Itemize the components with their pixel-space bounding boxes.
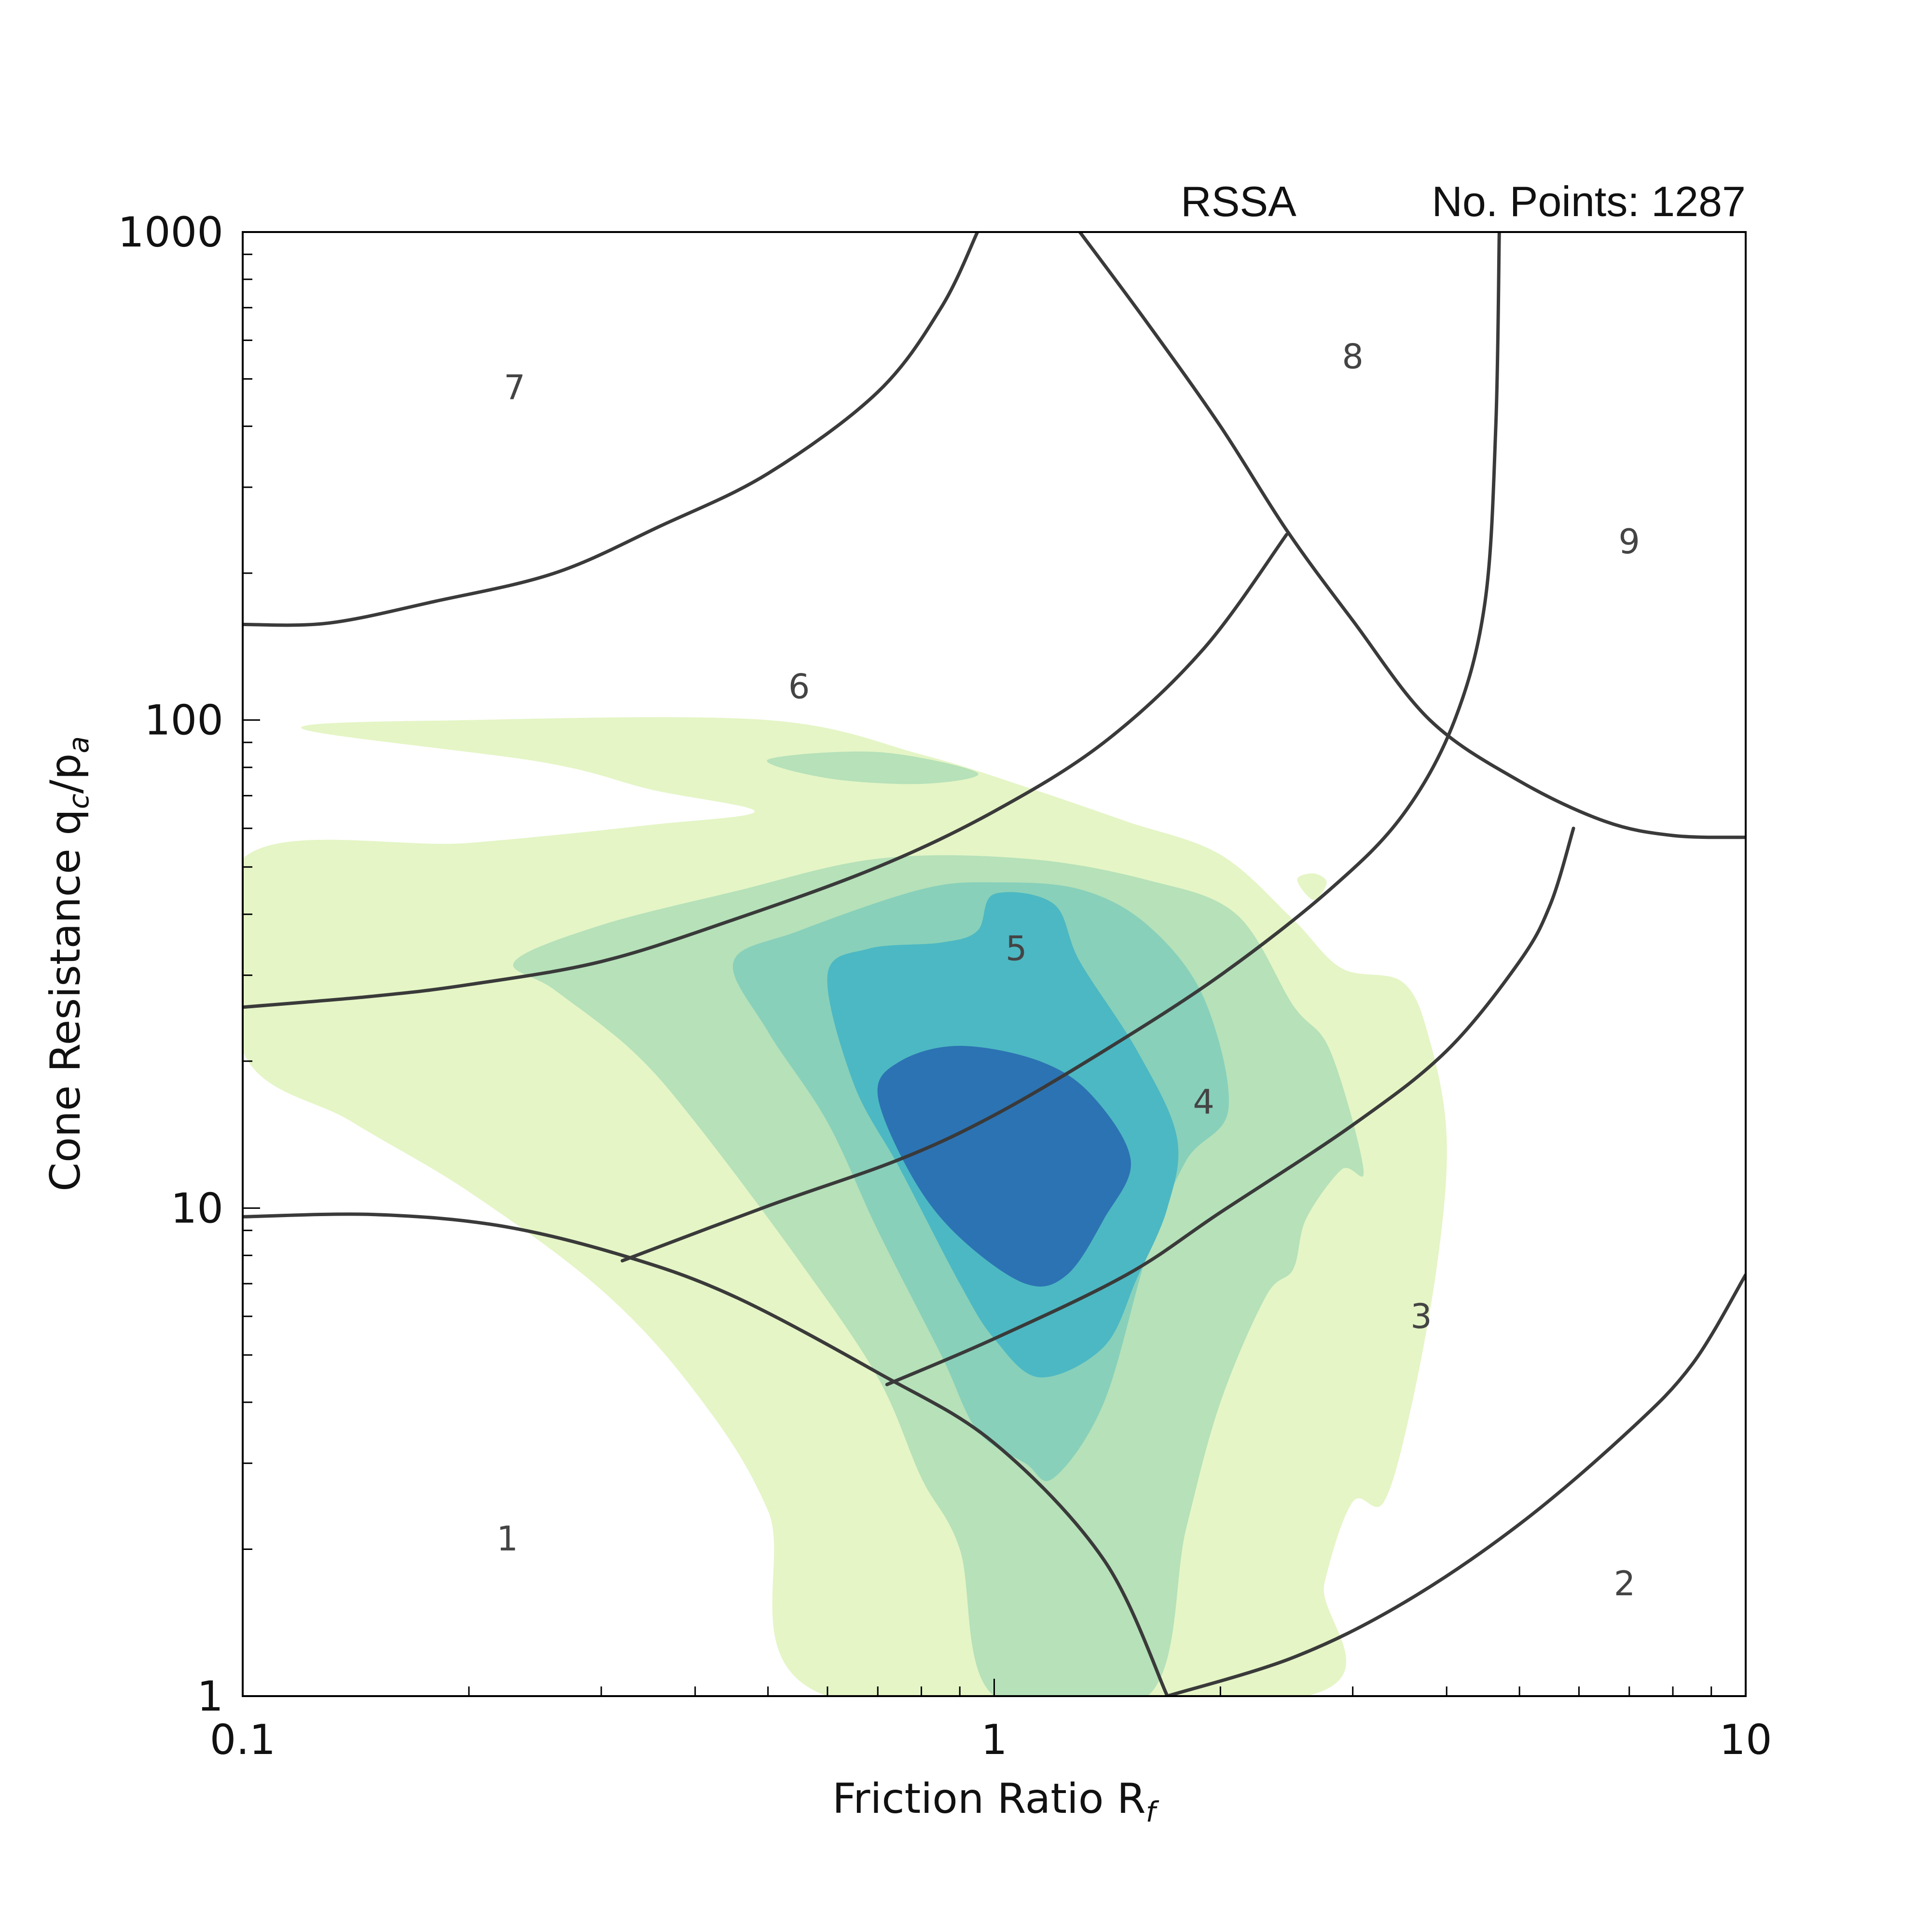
x-axis-title-subscript: f	[1146, 1795, 1159, 1828]
zone-boundary-3	[885, 826, 1575, 1386]
x-axis-title-main: Friction Ratio R	[832, 1775, 1146, 1823]
x-tick-label: 1	[981, 1716, 1007, 1764]
zone-label-2: 2	[1614, 1564, 1636, 1603]
zone-label-4: 4	[1193, 1082, 1214, 1122]
points-count-label: No. Points: 1287	[1432, 178, 1746, 225]
zone-label-7: 7	[504, 368, 525, 408]
y-axis-title-sub-a: a	[62, 736, 95, 754]
zone-boundary-4	[620, 232, 1501, 1262]
y-tick-label: 1	[197, 1672, 223, 1721]
density-contour-level-5	[877, 1046, 1131, 1287]
density-contours	[243, 717, 1447, 1696]
x-tick-label: 10	[1719, 1716, 1772, 1764]
zone-boundary-6	[243, 232, 979, 627]
y-tick-label: 1000	[118, 208, 223, 257]
zone-labels: 1 2 3 4 5 6 7 8 9	[496, 337, 1640, 1603]
zone-boundaries	[243, 232, 1746, 1696]
y-axis-title-mid: /p	[41, 754, 90, 794]
zone-boundary-1	[243, 1212, 1169, 1696]
zone-label-3: 3	[1410, 1297, 1432, 1336]
y-axis-title-main: Cone Resistance q	[41, 809, 90, 1192]
zone-label-5: 5	[1006, 929, 1027, 969]
zone-label-6: 6	[788, 667, 810, 707]
zone-label-1: 1	[496, 1519, 518, 1559]
zone-boundary-7	[1078, 232, 1746, 839]
y-tick-label: 100	[144, 697, 223, 745]
y-tick-label: 10	[171, 1184, 223, 1233]
density-contour-level-1	[1297, 873, 1327, 900]
zone-label-9: 9	[1618, 522, 1640, 562]
dataset-label: RSSA	[1181, 178, 1296, 225]
zone-boundary-5	[243, 533, 1289, 1009]
x-axis-title: Friction Ratio Rf	[832, 1775, 1159, 1828]
density-contour-level-2	[767, 751, 979, 784]
y-axis-title: Cone Resistance qc/pa	[41, 736, 95, 1192]
axis-ticks	[242, 231, 1747, 1697]
zone-label-8: 8	[1342, 337, 1364, 377]
zone-boundary-2	[1165, 1273, 1746, 1696]
y-axis-title-sub-c: c	[62, 794, 95, 809]
x-tick-label: 0.1	[210, 1716, 276, 1764]
